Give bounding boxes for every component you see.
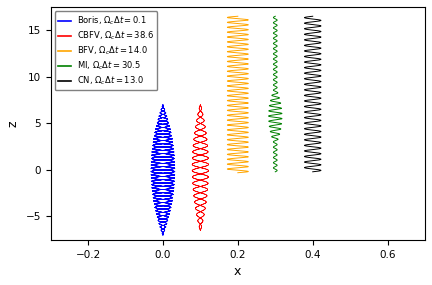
Y-axis label: z: z	[7, 120, 20, 127]
Legend: Boris, $\Omega_c\Delta t = 0.1$, CBFV, $\Omega_c\Delta t = 38.6$, BFV, $\Omega_c: Boris, $\Omega_c\Delta t = 0.1$, CBFV, $…	[55, 11, 157, 90]
X-axis label: x: x	[234, 265, 241, 278]
